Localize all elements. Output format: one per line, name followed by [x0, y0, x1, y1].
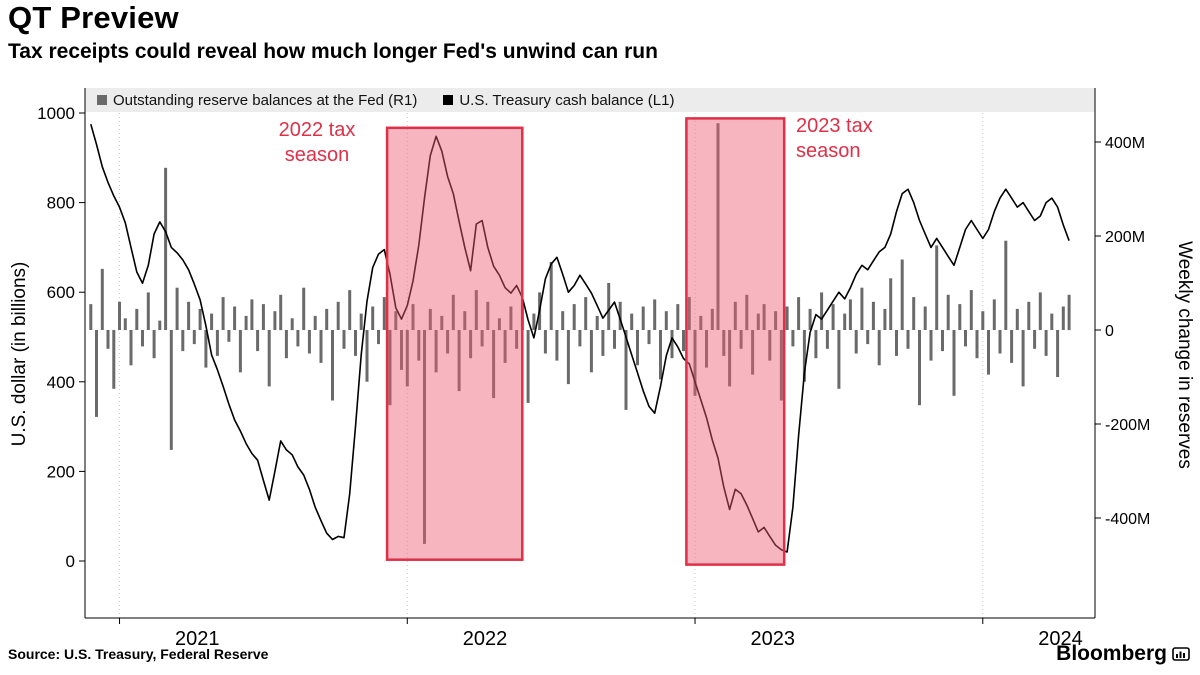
bloomberg-chart-icon	[1172, 647, 1190, 661]
svg-text:2021: 2021	[175, 628, 220, 650]
annotation-line: season	[796, 140, 861, 162]
chart-legend: Outstanding reserve balances at the Fed …	[85, 88, 1095, 112]
annotation-line: season	[284, 144, 350, 166]
legend-label-treasury: U.S. Treasury cash balance (L1)	[459, 91, 675, 109]
annotation-2023-tax-season: 2023 tax season	[796, 114, 926, 164]
svg-text:-400M: -400M	[1105, 511, 1150, 528]
legend-swatch-treasury-icon	[443, 95, 454, 105]
svg-text:-200M: -200M	[1105, 417, 1150, 434]
legend-item-reserves: Outstanding reserve balances at the Fed …	[97, 92, 417, 109]
svg-text:400: 400	[47, 373, 75, 392]
svg-text:600: 600	[47, 283, 75, 302]
svg-text:2023: 2023	[750, 628, 795, 650]
annotation-line: 2022 tax	[278, 119, 356, 141]
right-axis-title: Weekly change in reserves	[1174, 241, 1195, 469]
left-axis-title: U.S. dollar (in billions)	[9, 261, 30, 447]
source-note: Source: U.S. Treasury, Federal Reserve	[8, 646, 269, 662]
svg-text:0: 0	[1105, 323, 1114, 340]
svg-text:800: 800	[47, 194, 75, 213]
legend-label-reserves: Outstanding reserve balances at the Fed …	[113, 91, 418, 109]
svg-text:400M: 400M	[1105, 135, 1145, 152]
annotation-2022-tax-season: 2022 tax season	[252, 118, 382, 168]
svg-text:2022: 2022	[463, 628, 508, 650]
svg-text:200: 200	[47, 462, 75, 481]
chart-subtitle: Tax receipts could reveal how much longe…	[8, 40, 658, 63]
svg-text:200M: 200M	[1105, 229, 1145, 246]
bloomberg-logo: Bloomberg	[1056, 642, 1190, 666]
svg-text:0: 0	[66, 552, 75, 571]
bloomberg-wordmark: Bloomberg	[1056, 642, 1167, 665]
legend-item-treasury: U.S. Treasury cash balance (L1)	[443, 92, 674, 109]
page-title: QT Preview	[8, 0, 179, 35]
annotation-line: 2023 tax	[796, 115, 873, 137]
svg-text:1000: 1000	[37, 104, 75, 123]
svg-text:2024: 2024	[1038, 628, 1083, 650]
legend-swatch-reserves-icon	[97, 95, 107, 105]
